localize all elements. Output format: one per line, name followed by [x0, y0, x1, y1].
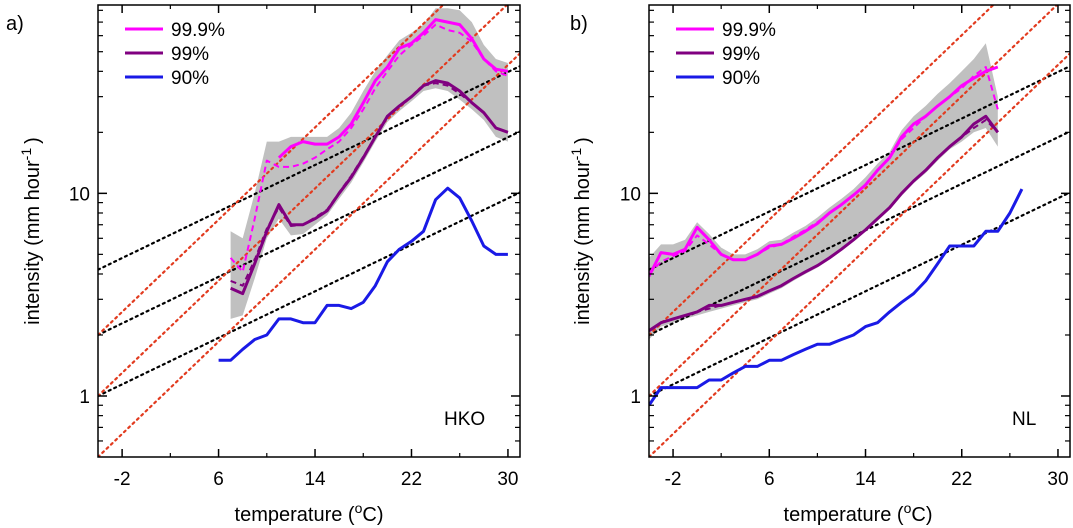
series-line-4 [649, 119, 999, 332]
series-line-1 [229, 79, 509, 296]
confidence-band [649, 43, 998, 340]
y-tick-label: 1 [630, 387, 641, 408]
panel-b-label: b) [570, 13, 588, 35]
x-tick-label: 30 [497, 469, 518, 490]
x-tick-label: 6 [764, 469, 775, 490]
panel-b-xlabel-end: C) [911, 504, 932, 526]
panel-a-ylabel-main: intensity (mm hour [22, 160, 44, 325]
series-line-3 [649, 66, 999, 275]
panel-a-ylabel-sup: -1 [18, 148, 34, 161]
x-tick-label: 6 [213, 469, 224, 490]
series-line-1 [649, 114, 999, 332]
panel-a-frame [97, 4, 521, 458]
x-tick-label: 22 [401, 469, 422, 490]
panel-a-ylabel-end: ) [22, 137, 44, 144]
reference-line-red-5 [649, 52, 1070, 457]
panel-a: a) -2 6 14 22 30 1 10 99.9% 99% 90% HKO temperat… [6, 4, 521, 526]
panel-a-axes: -2 6 14 22 30 1 10 [69, 5, 520, 490]
panel-a-xaxis-title: temperature (oC) [235, 500, 384, 526]
panel-a-station-label: HKO [444, 409, 485, 430]
panel-a-plot-area [98, 5, 520, 457]
series-line-2 [649, 188, 1024, 407]
legend-label-2: 90% [171, 68, 209, 89]
x-tick-label: -2 [114, 469, 131, 490]
x-tick-label: -2 [665, 469, 682, 490]
legend-label-1: 99% [722, 44, 760, 65]
panel-a-yaxis-title: intensity (mm hour-1) [18, 137, 44, 325]
x-tick-label: 30 [1047, 469, 1068, 490]
panel-b-ylabel-main: intensity (mm hour [572, 160, 594, 325]
series-line-0 [277, 18, 509, 159]
panel-b-ylabel-sup: -1 [568, 148, 584, 161]
legend-label-0: 99.9% [171, 20, 225, 41]
confidence-band [230, 8, 508, 319]
panel-b-xlabel-sup: o [904, 500, 912, 516]
legend-label-1: 99% [171, 44, 209, 65]
y-tick-label: 10 [620, 184, 641, 205]
panel-a-xlabel-end: C) [362, 504, 383, 526]
panel-a-xlabel-sup: o [355, 500, 363, 516]
panel-b-plot-area [649, 5, 1070, 457]
panel-b-axes: -2 6 14 22 30 1 10 [620, 5, 1070, 490]
reference-line-black-0 [98, 65, 520, 271]
x-tick-label: 14 [855, 469, 877, 490]
series-line-3 [229, 23, 509, 273]
panel-b: b) -2 6 14 22 30 1 10 99.9% 99% 90% NL temperatu… [568, 4, 1071, 526]
x-tick-label: 22 [951, 469, 972, 490]
reference-line-black-2 [98, 191, 520, 398]
series-line-4 [230, 82, 509, 287]
reference-line-red-4 [98, 5, 509, 398]
reference-line-black-1 [98, 130, 520, 337]
panel-b-frame [648, 4, 1071, 458]
y-tick-label: 1 [79, 387, 90, 408]
reference-line-red-3 [649, 5, 995, 337]
panel-a-xlabel-main: temperature ( [235, 504, 355, 526]
panel-b-xlabel-main: temperature ( [784, 504, 904, 526]
y-tick-label: 10 [69, 184, 90, 205]
x-tick-label: 14 [304, 469, 326, 490]
legend-label-0: 99.9% [722, 20, 776, 41]
legend-label-2: 90% [722, 68, 760, 89]
panel-a-label: a) [6, 13, 24, 35]
panel-b-yaxis-title: intensity (mm hour-1) [568, 137, 594, 325]
series-line-2 [218, 186, 508, 362]
reference-line-red-3 [98, 5, 445, 337]
panel-b-legend: 99.9% 99% 90% [676, 20, 776, 89]
panel-b-station-label: NL [1012, 409, 1036, 430]
reference-line-red-5 [98, 52, 520, 457]
reference-line-red-4 [649, 5, 1059, 398]
panel-a-legend: 99.9% 99% 90% [125, 20, 225, 89]
panel-b-ylabel-end: ) [572, 137, 594, 144]
panel-b-xaxis-title: temperature (oC) [784, 500, 933, 526]
reference-line-black-0 [649, 65, 1070, 271]
